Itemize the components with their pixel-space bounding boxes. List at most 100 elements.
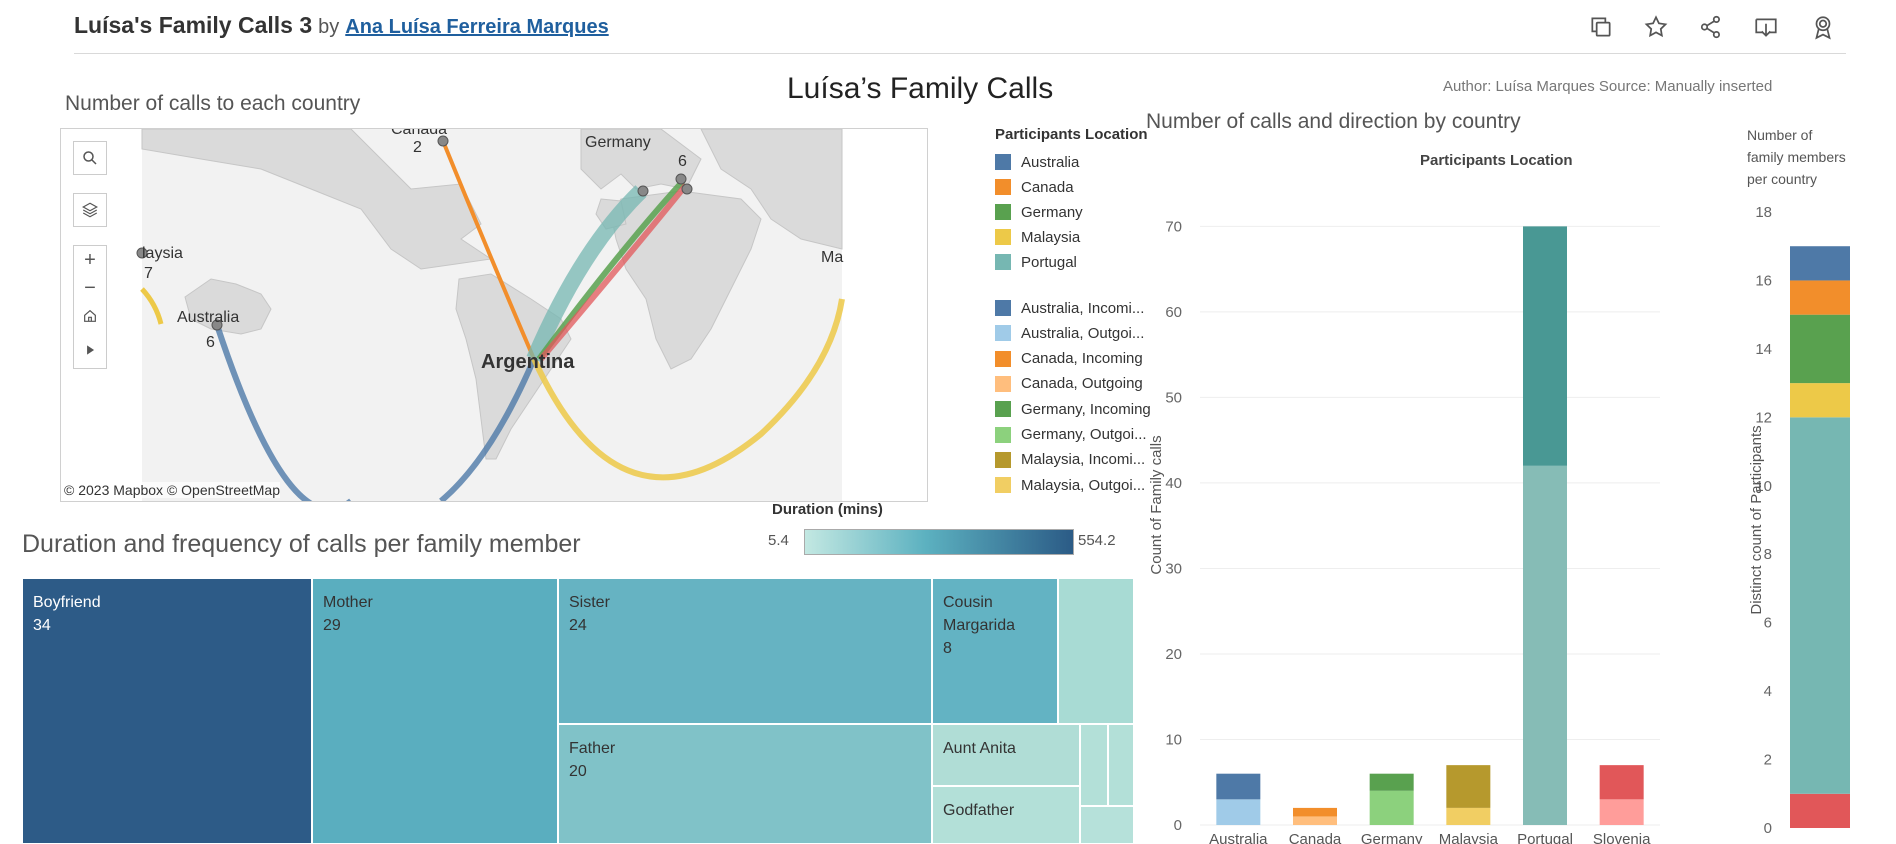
treemap-cell[interactable]: Aunt Anita xyxy=(932,724,1080,786)
legend-location-label: Canada xyxy=(1021,178,1074,196)
legend-direction-label: Germany, Incoming xyxy=(1021,400,1151,418)
legend-location-swatch xyxy=(995,154,1011,170)
legend-location-item[interactable]: Malaysia xyxy=(995,227,1080,247)
legend-direction-swatch xyxy=(995,401,1011,418)
legend-direction-item[interactable]: Australia, Outgoi... xyxy=(995,323,1144,343)
bar-segment xyxy=(1523,226,1567,466)
stack-segment xyxy=(1790,314,1850,384)
treemap-cell[interactable]: Cousin Margarida 8 xyxy=(932,578,1058,724)
legend-direction-item[interactable]: Malaysia, Incomi... xyxy=(995,450,1145,470)
treemap-cell-value: 8 xyxy=(943,640,952,657)
legend-direction-item[interactable]: Canada, Outgoing xyxy=(995,374,1143,394)
y-tick-label: 2 xyxy=(1764,752,1772,769)
header-divider xyxy=(74,53,1846,54)
y-tick-label: 16 xyxy=(1755,272,1772,289)
treemap-cell[interactable]: Sister 24 xyxy=(558,578,932,724)
home-icon xyxy=(84,309,96,322)
legend-direction-label: Canada, Outgoing xyxy=(1021,375,1143,393)
y-axis-label: Count of Family calls xyxy=(1148,435,1165,574)
bar-segment xyxy=(1369,773,1414,791)
legend-direction-swatch xyxy=(995,350,1011,367)
download-icon[interactable] xyxy=(1749,10,1783,44)
map-layers-button[interactable] xyxy=(73,193,107,227)
calls-map[interactable]: Canada 2 Germany 6 laysia 7 Australia 6 … xyxy=(60,128,928,502)
arc-malaysia-west xyxy=(140,287,164,325)
map-label-canada: Canada xyxy=(391,128,448,138)
legend-direction-item[interactable]: Australia, Incomi... xyxy=(995,298,1144,318)
arc-australia-b xyxy=(439,357,537,501)
legend-location-item[interactable]: Canada xyxy=(995,177,1074,197)
bar-segment xyxy=(1446,807,1491,825)
arc-germany xyxy=(536,178,686,361)
bar-segment xyxy=(1599,765,1644,800)
treemap-cell[interactable] xyxy=(1080,724,1108,806)
y-tick-label: 30 xyxy=(1165,560,1182,577)
legend-direction-label: Australia, Outgoi... xyxy=(1021,324,1145,342)
legend-location-swatch xyxy=(995,229,1011,245)
map-count-germany: 6 xyxy=(678,153,687,170)
stack-segment xyxy=(1790,280,1850,315)
map-count-malaysia: 7 xyxy=(144,265,153,282)
viz-header: Luísa's Family Calls 3 by Ana Luísa Ferrei… xyxy=(0,0,1896,54)
treemap-cell-value: 34 xyxy=(33,617,51,634)
y-tick-label: 0 xyxy=(1174,817,1182,834)
legend-location-swatch xyxy=(995,204,1011,220)
treemap-cell[interactable]: Father 20 xyxy=(558,724,932,844)
legend-location-item[interactable]: Portugal xyxy=(995,252,1077,272)
treemap-cell[interactable]: Mother 29 xyxy=(312,578,558,844)
zoom-out-button[interactable]: − xyxy=(74,274,106,302)
map-count-australia: 6 xyxy=(206,334,215,351)
legend-location-label: Malaysia xyxy=(1021,228,1081,246)
legend-direction-label: Malaysia, Incomi... xyxy=(1021,451,1146,469)
family-count-title: Number of family members per country xyxy=(1747,124,1846,190)
legend-direction-swatch xyxy=(995,477,1011,494)
treemap-cell[interactable] xyxy=(1058,578,1134,724)
legend-location-item[interactable]: Australia xyxy=(995,152,1079,172)
legend-direction-swatch xyxy=(995,375,1011,392)
treemap-cell[interactable]: Boyfriend 34 xyxy=(22,578,312,844)
legend-location-label: Australia xyxy=(1021,153,1080,171)
y-tick-label: 18 xyxy=(1755,204,1772,221)
map-label-malaysia: laysia xyxy=(142,245,183,262)
zoom-in-button[interactable]: + xyxy=(74,246,106,274)
y-tick-label: 20 xyxy=(1165,646,1182,663)
legend-location-swatch xyxy=(995,179,1011,195)
treemap-cell[interactable] xyxy=(1108,724,1134,806)
treemap-cell[interactable]: Godfather xyxy=(932,786,1080,844)
legend-direction-item[interactable]: Germany, Incoming xyxy=(995,399,1151,419)
y-tick-label: 40 xyxy=(1165,475,1182,492)
x-tick-label: Canada xyxy=(1289,831,1342,844)
arc-canada xyxy=(441,140,536,360)
legend-location-swatch xyxy=(995,254,1011,270)
legend-direction-item[interactable]: Canada, Incoming xyxy=(995,349,1143,369)
family-count-title-line1: Number of xyxy=(1747,127,1813,143)
legend-direction-label: Canada, Incoming xyxy=(1021,350,1143,368)
legend-location-label: Germany xyxy=(1021,203,1083,221)
y-tick-label: 10 xyxy=(1165,731,1182,748)
treemap-cell[interactable] xyxy=(1080,806,1134,844)
arc-portugal xyxy=(526,185,647,363)
map-pan-button[interactable] xyxy=(74,336,106,364)
star-icon[interactable] xyxy=(1639,10,1673,44)
share-icon[interactable] xyxy=(1694,10,1728,44)
legend-location-item[interactable]: Germany xyxy=(995,202,1083,222)
treemap-cell-name: Mother xyxy=(323,594,373,611)
bar-segment xyxy=(1599,799,1644,825)
badge-icon[interactable] xyxy=(1806,10,1840,44)
treemap-cell-value: 29 xyxy=(323,617,341,634)
copy-icon[interactable] xyxy=(1584,10,1618,44)
map-search-button[interactable] xyxy=(73,141,107,175)
bar-segment xyxy=(1216,773,1261,800)
zoom-home-button[interactable] xyxy=(74,302,106,330)
family-count-chart: 0 2 4 6 8 10 12 14 16 18 Distinct count of Partici… xyxy=(1748,204,1850,837)
arc-australia-a xyxy=(214,324,351,501)
bars-subtitle: Participants Location xyxy=(1420,152,1573,169)
treemap-cell-name: Cousin Margarida xyxy=(943,594,1016,634)
legend-direction-item[interactable]: Germany, Outgoi... xyxy=(995,425,1147,445)
legend-direction-label: Malaysia, Outgoi... xyxy=(1021,476,1146,494)
family-treemap: Boyfriend 34 Mother 29 Sister 24 Father 20 Cousi… xyxy=(22,578,1134,844)
y-axis-label: Distinct count of Participants xyxy=(1748,425,1765,614)
author-link[interactable]: Ana Luísa Ferreira Marques xyxy=(345,16,609,38)
legend-direction-item[interactable]: Malaysia, Outgoi... xyxy=(995,475,1145,495)
y-tick-label: 0 xyxy=(1764,820,1772,837)
